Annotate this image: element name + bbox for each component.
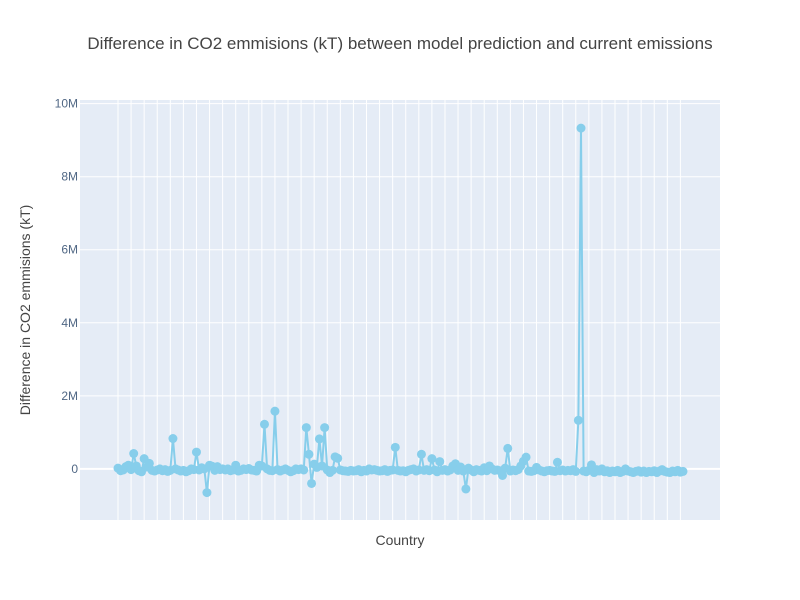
data-point[interactable]: [202, 488, 212, 498]
data-point[interactable]: [461, 484, 471, 494]
data-point[interactable]: [327, 465, 337, 475]
y-tick-label: 10M: [55, 97, 78, 111]
data-point[interactable]: [191, 447, 201, 457]
y-tick-label: 2M: [61, 389, 78, 403]
data-point[interactable]: [270, 406, 280, 416]
y-tick-label: 6M: [61, 243, 78, 257]
data-point[interactable]: [144, 458, 154, 468]
data-point[interactable]: [304, 449, 314, 459]
data-point[interactable]: [333, 453, 343, 463]
data-point[interactable]: [571, 466, 581, 476]
data-point[interactable]: [498, 470, 508, 480]
data-point[interactable]: [129, 449, 139, 459]
chart-title: Difference in CO2 emmisions (kT) between…: [87, 34, 713, 53]
data-point[interactable]: [301, 423, 311, 433]
data-point[interactable]: [678, 466, 688, 476]
data-point[interactable]: [314, 434, 324, 444]
data-point[interactable]: [573, 415, 583, 425]
data-point[interactable]: [552, 457, 562, 467]
data-point[interactable]: [299, 465, 309, 475]
data-point[interactable]: [390, 442, 400, 452]
data-point[interactable]: [576, 123, 586, 133]
data-point[interactable]: [416, 449, 426, 459]
y-tick-label: 0: [71, 462, 78, 476]
data-point[interactable]: [427, 454, 437, 464]
plot-background: [80, 100, 720, 520]
y-tick-label: 4M: [61, 316, 78, 330]
x-grid-lines: [117, 100, 681, 520]
data-point[interactable]: [259, 419, 269, 429]
data-point[interactable]: [320, 423, 330, 433]
data-point[interactable]: [521, 452, 531, 462]
data-point[interactable]: [307, 478, 317, 488]
y-axis-title: Difference in CO2 emmisions (kT): [17, 205, 33, 416]
data-series: [113, 123, 688, 498]
y-tick-labels: 0 2M 4M 6M 8M 10M: [55, 97, 79, 476]
data-point[interactable]: [168, 434, 178, 444]
data-point[interactable]: [435, 457, 445, 467]
x-axis-title: Country: [375, 532, 424, 548]
data-point[interactable]: [503, 443, 513, 453]
y-tick-label: 8M: [61, 170, 78, 184]
